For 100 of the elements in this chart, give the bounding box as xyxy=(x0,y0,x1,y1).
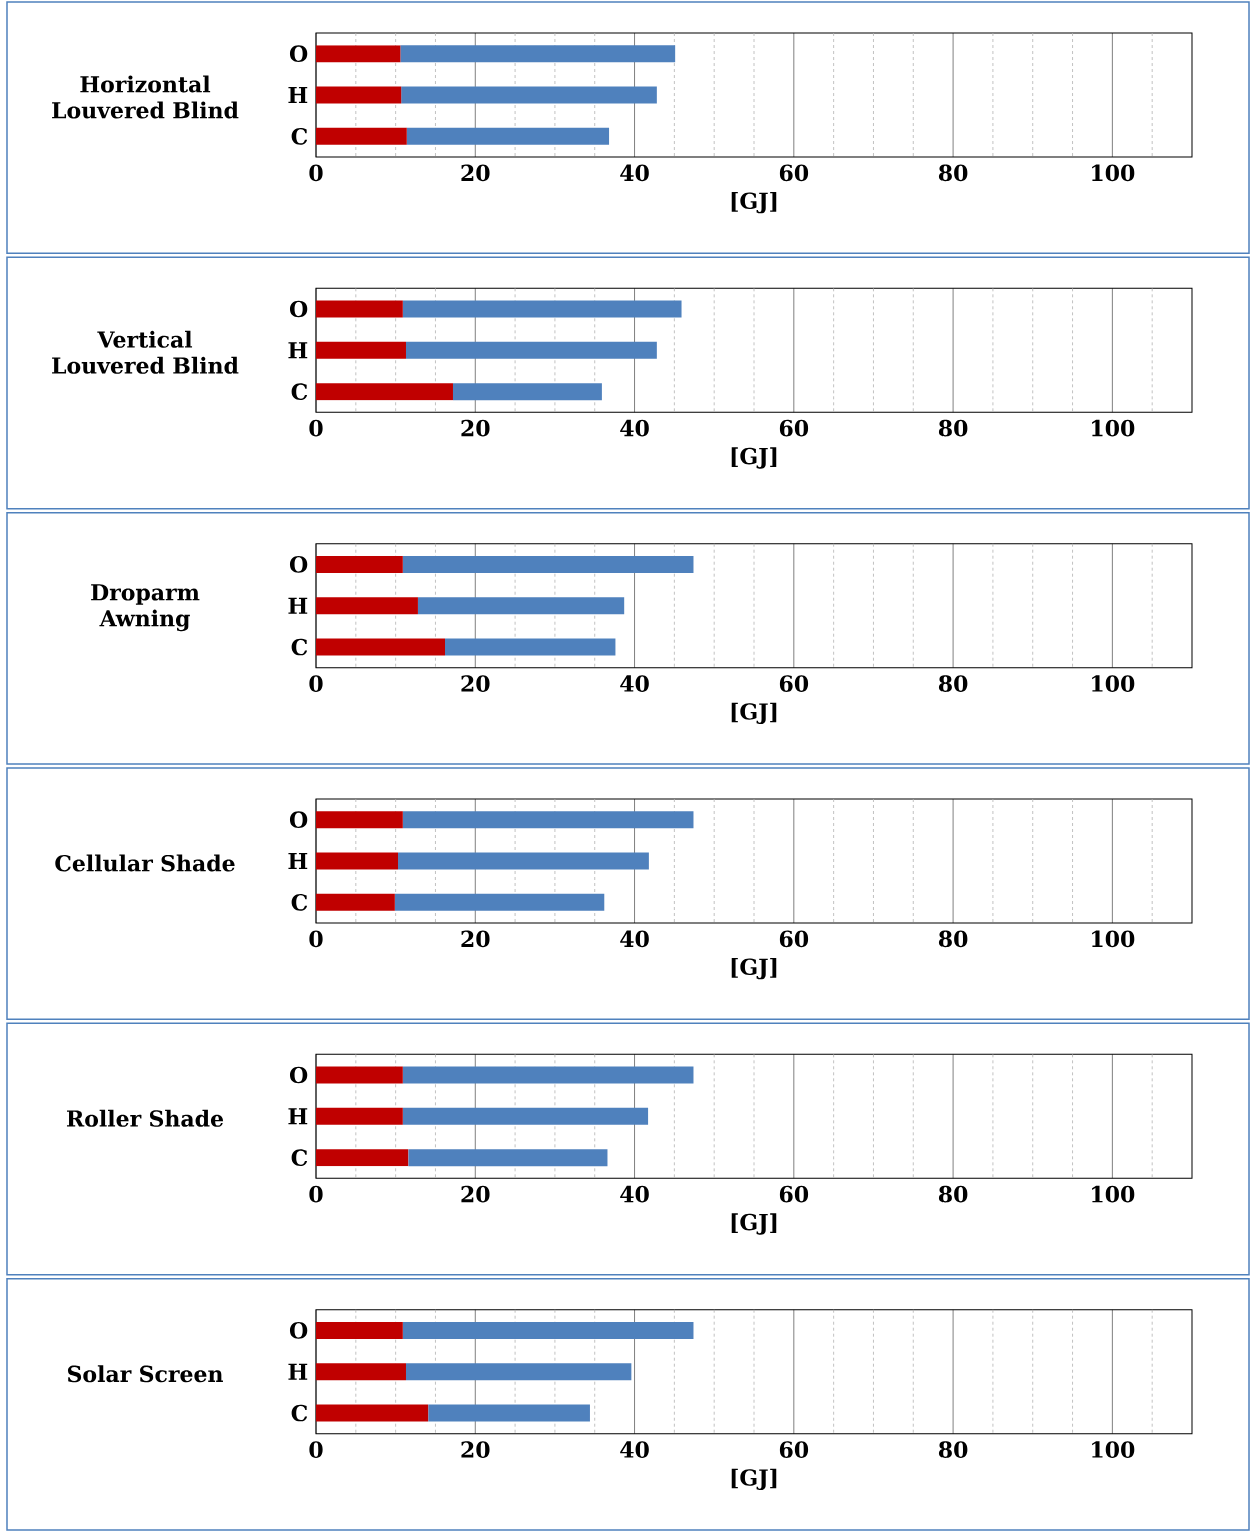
x-tick-label: 100 xyxy=(1092,1441,1135,1458)
x-tick-label: 100 xyxy=(1092,675,1135,692)
bar xyxy=(316,811,403,829)
y-tick-label: C xyxy=(291,1404,308,1422)
x-tick-label: 100 xyxy=(1092,419,1135,437)
x-axis-title: [GJ] xyxy=(731,192,777,214)
x-tick-label: 0 xyxy=(309,419,323,437)
x-tick-label: 40 xyxy=(620,675,649,692)
x-axis-title: [GJ] xyxy=(731,1213,777,1235)
bar xyxy=(316,1404,429,1422)
y-tick-label: H xyxy=(288,86,308,104)
x-axis-title: [GJ] xyxy=(731,702,777,725)
bar xyxy=(445,638,616,656)
text: Droparm Awning xyxy=(91,584,200,632)
x-tick-label: 40 xyxy=(620,164,649,182)
x-axis-title: [GJ] xyxy=(731,958,777,980)
x-tick-label: 20 xyxy=(461,164,490,182)
bar xyxy=(402,811,694,829)
x-axis-title: [GJ] xyxy=(731,447,777,469)
text: Solar Screen xyxy=(67,1365,223,1383)
x-tick-label: 20 xyxy=(461,675,490,692)
bar xyxy=(316,852,399,870)
text: Roller Shade xyxy=(66,1109,224,1127)
x-tick-label: 80 xyxy=(938,164,968,182)
y-tick-label: C xyxy=(291,638,308,656)
bar xyxy=(316,638,446,656)
bar xyxy=(405,341,657,359)
x-tick-label: 40 xyxy=(620,1441,649,1458)
y-tick-label: O xyxy=(289,45,308,62)
bar xyxy=(316,1363,406,1381)
text: Cellular Shade xyxy=(55,854,235,872)
y-tick-label: O xyxy=(289,1322,308,1339)
x-tick-label: 20 xyxy=(461,1441,490,1458)
bar xyxy=(402,300,682,318)
bar xyxy=(316,1066,403,1084)
y-tick-label: O xyxy=(289,811,308,828)
x-tick-label: 40 xyxy=(620,930,649,948)
bar xyxy=(394,893,605,911)
x-tick-label: 80 xyxy=(938,1185,968,1203)
x-tick-label: 80 xyxy=(938,930,968,948)
bar xyxy=(316,1149,409,1167)
x-axis-title: [GJ] xyxy=(731,1468,777,1491)
x-tick-label: 60 xyxy=(779,419,809,437)
text: Horizontal Louvered Blind xyxy=(52,75,239,119)
bar xyxy=(452,383,602,401)
bar xyxy=(428,1404,590,1422)
x-tick-label: 60 xyxy=(779,1185,809,1203)
x-tick-label: 20 xyxy=(461,419,490,437)
y-tick-label: H xyxy=(288,1108,308,1125)
bar xyxy=(402,555,694,573)
y-tick-label: O xyxy=(289,1066,308,1084)
y-tick-label: C xyxy=(291,383,308,400)
x-tick-label: 40 xyxy=(620,419,649,437)
bar xyxy=(316,1107,403,1125)
x-tick-label: 40 xyxy=(620,1185,649,1203)
bar xyxy=(400,45,676,63)
x-tick-label: 100 xyxy=(1092,930,1135,948)
x-tick-label: 0 xyxy=(309,164,323,182)
y-tick-label: H xyxy=(288,1363,308,1380)
bar xyxy=(316,383,453,401)
bar xyxy=(408,1149,608,1167)
x-tick-label: 100 xyxy=(1092,1185,1135,1203)
bar xyxy=(316,341,406,359)
y-tick-label: C xyxy=(291,128,308,145)
bar xyxy=(316,1321,403,1339)
x-tick-label: 0 xyxy=(309,1441,323,1458)
bar xyxy=(402,1066,694,1084)
x-tick-label: 80 xyxy=(938,1441,968,1458)
x-tick-label: 80 xyxy=(938,675,968,692)
y-tick-label: C xyxy=(291,1149,308,1166)
bar xyxy=(316,893,395,911)
x-tick-label: 100 xyxy=(1092,164,1135,182)
bar xyxy=(316,86,402,104)
bar xyxy=(402,1107,649,1125)
x-tick-label: 0 xyxy=(309,675,323,692)
bar xyxy=(405,1363,632,1381)
y-tick-label: H xyxy=(288,597,308,614)
x-tick-label: 60 xyxy=(779,930,809,948)
bar xyxy=(398,852,649,870)
bar xyxy=(316,45,401,63)
bar xyxy=(402,1321,694,1339)
y-tick-label: O xyxy=(289,556,308,573)
bar xyxy=(316,597,418,615)
y-tick-label: C xyxy=(291,894,308,911)
x-tick-label: 20 xyxy=(461,1185,490,1203)
text: Vertical Louvered Blind xyxy=(52,330,239,374)
bar xyxy=(316,127,407,145)
x-tick-label: 60 xyxy=(779,1441,809,1458)
bar xyxy=(316,555,403,573)
x-tick-label: 60 xyxy=(779,675,809,692)
bar xyxy=(417,597,625,615)
x-tick-label: 60 xyxy=(779,164,809,182)
x-tick-label: 0 xyxy=(309,1185,323,1203)
x-tick-label: 20 xyxy=(461,930,490,948)
bar xyxy=(406,127,610,145)
bar xyxy=(401,86,657,104)
y-tick-label: H xyxy=(288,342,308,359)
x-tick-label: 0 xyxy=(309,930,323,948)
x-tick-label: 80 xyxy=(938,419,968,437)
y-tick-label: O xyxy=(289,300,308,318)
